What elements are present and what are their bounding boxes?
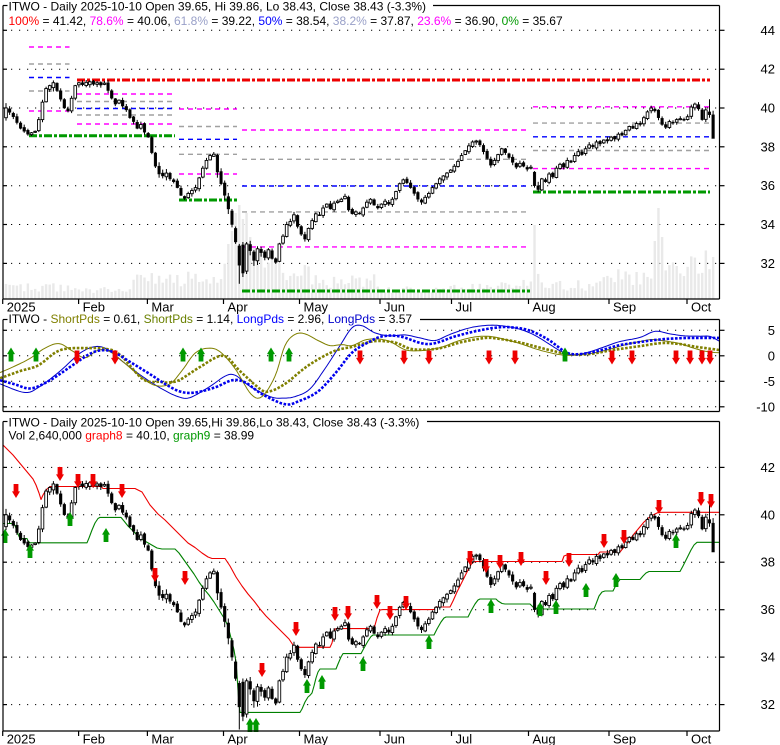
svg-text:Vol 2,640,000 graph8 = 40.10,: Vol 2,640,000 graph8 = 40.10, graph9 = 3… [9, 429, 255, 443]
svg-text:Feb: Feb [83, 300, 105, 315]
svg-text:Jun: Jun [384, 300, 405, 315]
svg-text:Jul: Jul [456, 732, 473, 745]
svg-text:ITWO - Daily 2025-10-10 Open 3: ITWO - Daily 2025-10-10 Open 39.65, Hi 3… [9, 0, 427, 14]
svg-text:42: 42 [761, 460, 775, 475]
svg-text:Aug: Aug [533, 732, 556, 745]
svg-text:Mar: Mar [151, 300, 174, 315]
svg-text:Apr: Apr [228, 300, 249, 315]
svg-text:0: 0 [768, 348, 775, 363]
svg-text:100% = 41.42, 78.6% = 40.06, 6: 100% = 41.42, 78.6% = 40.06, 61.8% = 39.… [9, 14, 563, 28]
svg-text:40: 40 [761, 507, 775, 522]
svg-text:2025: 2025 [7, 732, 36, 745]
svg-text:Apr: Apr [228, 732, 249, 745]
svg-text:-10: -10 [756, 399, 775, 414]
svg-text:Oct: Oct [691, 732, 712, 745]
svg-text:32: 32 [761, 256, 775, 271]
svg-text:Jun: Jun [384, 732, 405, 745]
svg-text:38: 38 [761, 139, 775, 154]
svg-text:Aug: Aug [533, 300, 556, 315]
svg-text:Sep: Sep [613, 732, 636, 745]
svg-text:Mar: Mar [151, 732, 174, 745]
svg-text:5: 5 [768, 323, 775, 338]
svg-text:34: 34 [761, 650, 775, 665]
svg-text:May: May [304, 732, 329, 745]
svg-text:Oct: Oct [691, 300, 712, 315]
svg-text:Jul: Jul [456, 300, 473, 315]
svg-text:36: 36 [761, 178, 775, 193]
svg-text:36: 36 [761, 602, 775, 617]
svg-text:38: 38 [761, 555, 775, 570]
svg-text:40: 40 [761, 101, 775, 116]
svg-text:32: 32 [761, 697, 775, 712]
svg-text:44: 44 [761, 23, 775, 38]
svg-text:Feb: Feb [83, 732, 105, 745]
svg-text:34: 34 [761, 217, 775, 232]
svg-text:ITWO - Daily 2025-10-10 Open 3: ITWO - Daily 2025-10-10 Open 39.65,Hi 39… [9, 416, 420, 430]
svg-text:42: 42 [761, 62, 775, 77]
svg-text:May: May [304, 300, 329, 315]
svg-text:-5: -5 [763, 374, 775, 389]
svg-text:ITWO - ShortPds = 0.61, ShortP: ITWO - ShortPds = 0.61, ShortPds = 1.14,… [9, 312, 413, 326]
svg-text:Sep: Sep [613, 300, 636, 315]
svg-text:2025: 2025 [7, 300, 36, 315]
